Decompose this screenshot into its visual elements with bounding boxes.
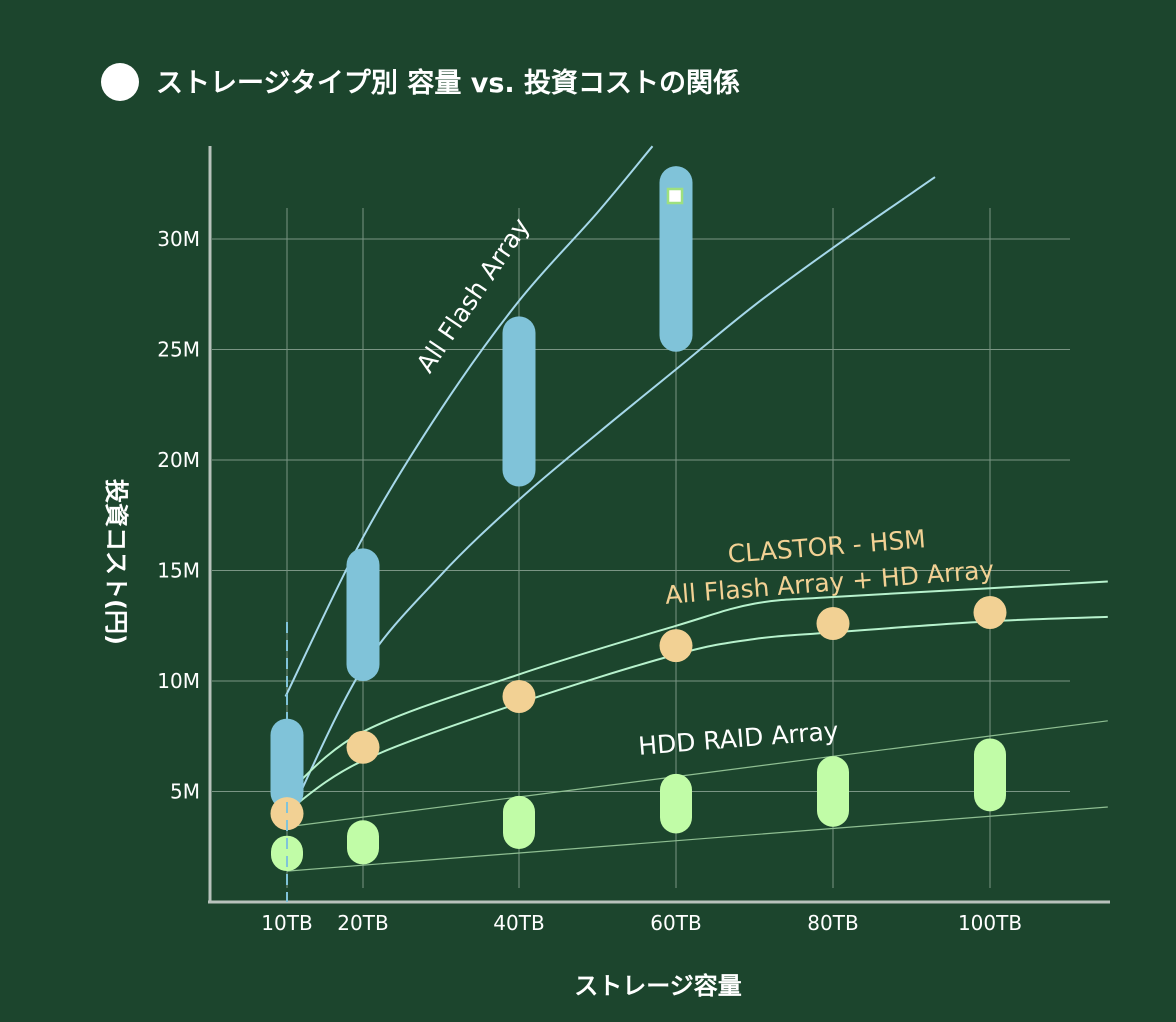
hdd-raid-upper-curve bbox=[286, 720, 1108, 828]
y-ticks: 5M 10M 15M 20M 25M 30M bbox=[157, 227, 200, 804]
x-ticks: 10TB 20TB 40TB 60TB 80TB 100TB bbox=[261, 911, 1022, 935]
clastor-hsm-point bbox=[816, 607, 850, 641]
y-tick-label: 25M bbox=[157, 338, 200, 362]
clastor-hsm-point bbox=[502, 679, 536, 713]
y-tick-label: 15M bbox=[157, 559, 200, 583]
y-tick-label: 30M bbox=[157, 227, 200, 251]
x-tick-label: 20TB bbox=[337, 911, 388, 935]
clastor-hsm-upper-curve bbox=[286, 580, 1108, 795]
all-flash-upper-curve bbox=[284, 145, 654, 697]
clastor-hsm-point bbox=[973, 595, 1007, 629]
all-flash-range-bar bbox=[270, 718, 304, 810]
all-flash-range-bar bbox=[659, 166, 693, 352]
hdd-raid-range-bar bbox=[347, 820, 379, 865]
clastor-hsm-point bbox=[270, 797, 304, 831]
hdd-raid-range-bar bbox=[271, 835, 303, 872]
x-tick-label: 100TB bbox=[958, 911, 1022, 935]
clastor-hsm-lower-curve bbox=[286, 615, 1108, 813]
x-tick-label: 40TB bbox=[493, 911, 544, 935]
clastor-hsm-point bbox=[659, 629, 693, 663]
clastor-hsm-label-line: All Flash Array + HD Array bbox=[664, 555, 995, 610]
hdd-raid-range-bar bbox=[817, 756, 849, 827]
data-marks bbox=[270, 166, 1007, 872]
x-tick-label: 10TB bbox=[261, 911, 312, 935]
grid bbox=[212, 208, 1070, 888]
hdd-raid-range-bar bbox=[974, 738, 1006, 812]
x-axis-title: ストレージ容量 bbox=[574, 972, 742, 1000]
hdd-raid-range-bar bbox=[503, 795, 535, 849]
y-tick-label: 20M bbox=[157, 448, 200, 472]
clastor-hsm-point bbox=[346, 730, 380, 764]
clastor-hsm-label: CLASTOR - HSMAll Flash Array + HD Array bbox=[661, 519, 995, 610]
all-flash-range-bar bbox=[502, 316, 536, 487]
all-flash-range-bar bbox=[346, 548, 380, 681]
all-flash-lower-curve bbox=[293, 176, 936, 806]
chart-title: ストレージタイプ別 容量 vs. 投資コストの関係 bbox=[156, 67, 740, 99]
y-axis-title: 投資コスト(円) bbox=[102, 479, 130, 645]
x-tick-label: 80TB bbox=[807, 911, 858, 935]
hdd-raid-lower-curve bbox=[286, 806, 1108, 872]
x-tick-label: 60TB bbox=[650, 911, 701, 935]
title-bullet-icon bbox=[101, 63, 139, 101]
hdd-raid-range-bar bbox=[660, 773, 692, 834]
hdd-raid-label: HDD RAID Array bbox=[637, 716, 839, 761]
y-tick-label: 5M bbox=[170, 780, 200, 804]
y-tick-label: 10M bbox=[157, 669, 200, 693]
axes bbox=[208, 146, 1110, 904]
highlight-marker-icon bbox=[666, 187, 684, 205]
